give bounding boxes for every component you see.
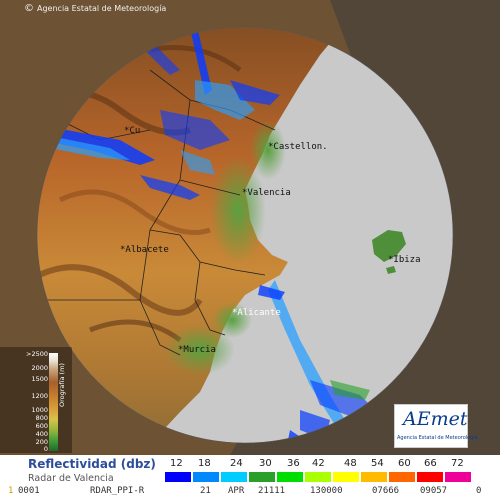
scale-swatch xyxy=(333,472,359,482)
aemet-logo: AEmet Agencia Estatal de Meteorología xyxy=(394,404,478,448)
elevation-label: 600 xyxy=(35,422,48,430)
scale-swatch xyxy=(361,472,387,482)
status-field: 09057 xyxy=(420,486,448,496)
scale-label: 30 xyxy=(259,458,272,469)
coastal-plain-alicante xyxy=(212,302,252,338)
elevation-legend: >2500 2000 1500 1200 1000 800 600 400 20… xyxy=(0,347,72,453)
city-label-castellon: *Castellon. xyxy=(268,142,328,152)
elevation-label: 1200 xyxy=(31,392,48,400)
status-field: 21111 xyxy=(258,486,286,496)
copyright-notice: © Agencia Estatal de Meteorología xyxy=(24,3,166,14)
elevation-label: 200 xyxy=(35,438,48,446)
province-borders xyxy=(40,69,276,356)
city-label-alicante: *Alicante xyxy=(232,308,281,318)
status-field: 0 xyxy=(476,486,482,496)
scale-label: 18 xyxy=(198,458,211,469)
city-label-cuenca: *Cu xyxy=(124,126,141,136)
scale-swatch xyxy=(305,472,331,482)
scale-label: 54 xyxy=(371,458,384,469)
elevation-label: 0 xyxy=(43,445,48,453)
coastal-plain-castellon xyxy=(250,120,286,180)
scale-label: 24 xyxy=(230,458,243,469)
status-field: 07666 xyxy=(372,486,400,496)
scale-swatch xyxy=(165,472,191,482)
scale-label: 66 xyxy=(424,458,437,469)
elevation-label: 2000 xyxy=(31,364,48,372)
elevation-legend-title: Orografía (m) xyxy=(58,363,66,407)
reflectivity-legend: Reflectividad (dbz) Radar de Valencia 12… xyxy=(0,455,500,500)
scale-swatch xyxy=(445,472,471,482)
copyright-text: Agencia Estatal de Meteorología xyxy=(37,4,167,13)
status-bar: 1 0001 RDAR_PPI-R 21 APR 21111 130000 07… xyxy=(0,485,500,499)
status-field: 1 xyxy=(8,486,14,496)
scale-swatch xyxy=(417,472,443,482)
scale-label: 36 xyxy=(287,458,300,469)
reflectivity-title: Reflectividad (dbz) xyxy=(28,457,156,471)
scale-label: 48 xyxy=(344,458,357,469)
scale-swatch xyxy=(277,472,303,482)
scale-swatch xyxy=(221,472,247,482)
logo-subtitle: Agencia Estatal de Meteorología xyxy=(397,435,478,441)
scale-label: 72 xyxy=(451,458,464,469)
elevation-label: 1000 xyxy=(31,406,48,414)
elevation-label: >2500 xyxy=(26,350,48,358)
radar-map[interactable] xyxy=(0,0,500,455)
city-label-ibiza: *Ibiza xyxy=(388,255,421,265)
elevation-label: 800 xyxy=(35,414,48,422)
coastal-plain-valencia xyxy=(210,155,266,265)
radar-name: Radar de Valencia xyxy=(28,473,114,484)
copyright-icon: © xyxy=(24,3,34,14)
scale-swatch xyxy=(389,472,415,482)
city-label-albacete: *Albacete xyxy=(120,245,169,255)
scale-swatch xyxy=(193,472,219,482)
status-field: 130000 xyxy=(310,486,343,496)
city-label-valencia: *Valencia xyxy=(242,188,291,198)
city-label-murcia: *Murcia xyxy=(178,345,216,355)
logo-mark: AEmet xyxy=(403,408,468,430)
elevation-label: 400 xyxy=(35,430,48,438)
radar-range-ring xyxy=(36,26,454,444)
coastal-plain-murcia xyxy=(165,325,235,375)
status-field: 21 xyxy=(200,486,211,496)
elevation-label: 1500 xyxy=(31,375,48,383)
status-field: RDAR_PPI-R xyxy=(90,486,145,496)
scale-label: 12 xyxy=(170,458,183,469)
status-field: 0001 xyxy=(18,486,40,496)
ibiza-island xyxy=(372,230,406,262)
scale-label: 42 xyxy=(312,458,325,469)
status-field: APR xyxy=(228,486,245,496)
elevation-color-bar xyxy=(49,353,58,451)
formentera-island xyxy=(386,266,396,274)
scale-label: 60 xyxy=(398,458,411,469)
scale-swatch xyxy=(249,472,275,482)
